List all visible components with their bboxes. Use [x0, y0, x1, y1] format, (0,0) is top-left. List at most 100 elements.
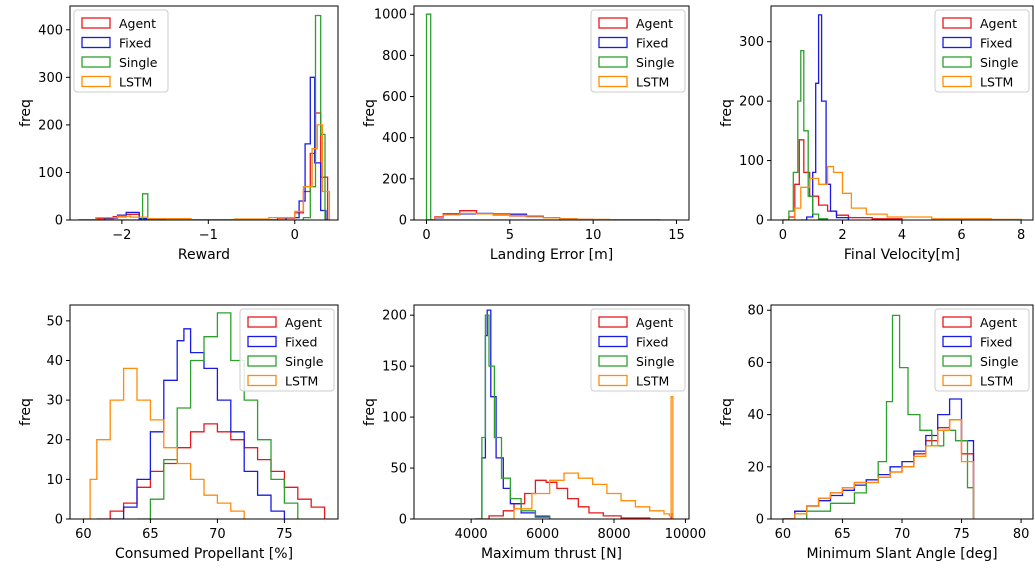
legend-label-lstm: LSTM — [285, 374, 318, 389]
y-tick-label: 0 — [756, 513, 764, 528]
x-tick-label: 6000 — [526, 527, 559, 542]
series-fixed-line — [78, 76, 327, 220]
series-group — [782, 14, 1022, 220]
legend-label-fixed: Fixed — [636, 335, 668, 350]
legend-swatch-single — [942, 56, 972, 68]
x-tick-label: 8 — [1017, 228, 1025, 243]
y-axis-label: freq — [18, 398, 34, 426]
x-tick-label: 10 — [585, 228, 602, 243]
subplot-6: 60 65 70 75 80 0 20 40 60 80 Minimum Slant Angle [… — [719, 304, 1034, 562]
legend-swatch-agent — [598, 17, 628, 29]
series-agent-line — [96, 423, 326, 519]
legend-swatch-lstm — [942, 374, 972, 387]
legend-swatch-agent — [942, 316, 972, 328]
y-tick-label: 40 — [747, 408, 764, 423]
legend-label-fixed: Fixed — [980, 335, 1012, 350]
legend-swatch-lstm — [942, 75, 972, 88]
series-single-line — [425, 13, 677, 220]
legend-label-single: Single — [119, 55, 158, 70]
series-single-line — [782, 314, 975, 519]
y-tick-label: 50 — [390, 462, 407, 477]
plot-frame — [69, 304, 339, 520]
x-axis-label: Reward — [178, 247, 230, 263]
legend: Agent Fixed Single LSTM — [590, 9, 686, 93]
y-tick-label: 0 — [399, 214, 407, 229]
x-axis-label: Maximum thrust [N] — [481, 546, 622, 562]
x-tick-label: 0 — [422, 228, 430, 243]
x-tick-label: 2 — [838, 228, 846, 243]
series-lstm-line — [499, 396, 674, 519]
y-tick-label: 80 — [747, 304, 764, 319]
plot-frame — [413, 304, 690, 520]
x-tick-label: 65 — [142, 527, 159, 542]
legend-frame — [934, 308, 1030, 392]
x-axis-label: Minimum Slant Angle [deg] — [806, 546, 997, 562]
x-tick-label: 70 — [894, 527, 911, 542]
subplot-4: 60 65 70 75 0 10 20 30 40 50 Consumed Propellant [… — [18, 304, 339, 562]
y-axis-label: freq — [719, 99, 735, 127]
legend-swatch-fixed — [81, 36, 111, 49]
series-single-line — [474, 314, 551, 519]
y-tick-label: 0 — [55, 513, 63, 528]
legend-swatch-lstm — [247, 374, 277, 387]
legend-swatch-agent — [942, 17, 972, 29]
x-tick-label: 6 — [957, 228, 965, 243]
legend-swatch-agent — [247, 316, 277, 328]
subplot-5: 4000 6000 8000 10000 0 50 100 150 200 Maximum thr… — [362, 304, 706, 562]
y-tick-label: 100 — [739, 154, 764, 169]
legend-label-agent: Agent — [980, 16, 1017, 31]
legend-frame — [590, 9, 686, 93]
plot-frame — [69, 5, 339, 221]
x-tick-label: 5 — [506, 228, 514, 243]
y-tick-label: 200 — [382, 172, 407, 187]
legend-label-single: Single — [980, 354, 1019, 369]
legend-swatch-fixed — [247, 335, 277, 348]
legend-label-single: Single — [285, 354, 324, 369]
legend-label-single: Single — [636, 354, 675, 369]
legend-label-agent: Agent — [636, 315, 673, 330]
y-tick-label: 300 — [739, 35, 764, 50]
y-axis-label: freq — [719, 398, 735, 426]
legend-swatch-agent — [598, 316, 628, 328]
legend-label-agent: Agent — [980, 315, 1017, 330]
legend-label-lstm: LSTM — [119, 75, 152, 90]
series-lstm-line — [83, 367, 245, 519]
legend-swatch-fixed — [942, 335, 972, 348]
y-tick-label: 200 — [382, 309, 407, 324]
y-tick-label: 1000 — [374, 8, 407, 23]
y-tick-label: 0 — [55, 214, 63, 229]
x-tick-label: −2 — [112, 228, 131, 243]
legend-swatch-agent — [81, 17, 111, 29]
legend-swatch-single — [81, 56, 111, 68]
x-tick-label: 4000 — [455, 527, 488, 542]
series-group — [78, 14, 331, 220]
series-fixed-line — [782, 398, 975, 519]
y-tick-label: 150 — [382, 360, 407, 375]
x-tick-label: 0 — [291, 228, 299, 243]
legend-label-fixed: Fixed — [980, 36, 1012, 51]
y-tick-label: 200 — [739, 95, 764, 110]
legend-label-fixed: Fixed — [636, 36, 668, 51]
series-lstm-line — [782, 419, 975, 519]
legend: Agent Fixed Single LSTM — [239, 308, 335, 392]
x-tick-label: 4 — [898, 228, 906, 243]
legend: Agent Fixed Single LSTM — [934, 308, 1030, 392]
y-tick-label: 40 — [46, 354, 63, 369]
subplot-3: 0 2 4 6 8 0 100 200 300 Final Velocity[m] freq Agen… — [719, 5, 1034, 263]
legend-swatch-lstm — [598, 75, 628, 88]
x-tick-label: 70 — [209, 527, 226, 542]
y-tick-label: 400 — [38, 23, 63, 38]
x-tick-label: 10000 — [665, 527, 706, 542]
legend-label-single: Single — [980, 55, 1019, 70]
x-tick-label: 75 — [276, 527, 293, 542]
x-tick-label: 8000 — [597, 527, 630, 542]
legend-swatch-single — [598, 355, 628, 367]
y-axis-label: freq — [362, 99, 378, 127]
legend-swatch-lstm — [598, 374, 628, 387]
legend-swatch-single — [247, 355, 277, 367]
legend-label-agent: Agent — [119, 16, 156, 31]
subplot-1: −2 −1 0 0 100 200 300 400 Reward freq Agent Fixed Si… — [18, 5, 339, 263]
y-tick-label: 30 — [46, 394, 63, 409]
legend-label-agent: Agent — [285, 315, 322, 330]
